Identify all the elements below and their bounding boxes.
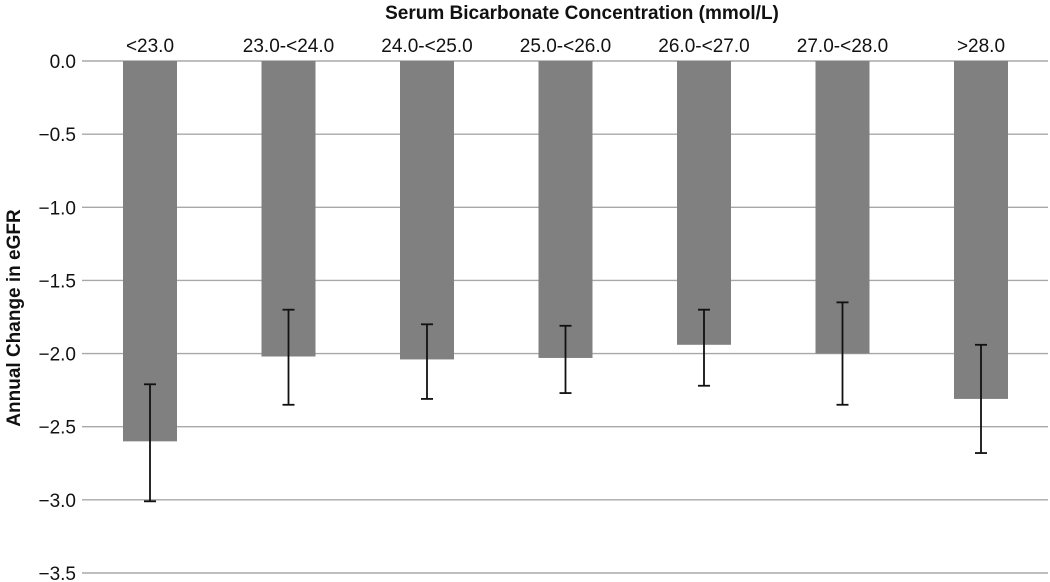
bar bbox=[677, 61, 731, 345]
bars bbox=[123, 61, 1008, 442]
chart-title: Serum Bicarbonate Concentration (mmol/L) bbox=[385, 3, 779, 24]
y-tick-label: 0.0 bbox=[50, 52, 76, 73]
bar bbox=[954, 61, 1008, 399]
error-bars bbox=[144, 301, 987, 503]
category-label: 23.0-<24.0 bbox=[243, 36, 334, 57]
y-tick-labels: 0.0 −0.5 −1.0 −1.5 −2.0 −2.5 −3.0 −3.5 bbox=[38, 52, 76, 582]
category-label: >28.0 bbox=[957, 36, 1005, 57]
bar bbox=[538, 61, 593, 358]
y-tick-label: −2.5 bbox=[38, 418, 76, 439]
y-axis-label: Annual Change in eGFR bbox=[4, 209, 25, 427]
y-tick-label: −3.5 bbox=[38, 564, 76, 582]
bar bbox=[123, 61, 177, 442]
y-tick-label: −2.0 bbox=[38, 345, 76, 366]
category-label: 24.0-<25.0 bbox=[381, 36, 472, 57]
y-tick-label: −0.5 bbox=[38, 125, 76, 146]
bar bbox=[261, 61, 316, 357]
y-tick-label: −1.0 bbox=[38, 198, 76, 219]
category-labels: <23.0 23.0-<24.0 24.0-<25.0 25.0-<26.0 26.0-… bbox=[126, 36, 1005, 57]
category-label: <23.0 bbox=[126, 36, 174, 57]
category-label: 26.0-<27.0 bbox=[658, 36, 749, 57]
y-tick-label: −1.5 bbox=[38, 271, 76, 292]
y-tick-label: −3.0 bbox=[38, 491, 76, 512]
category-label: 27.0-<28.0 bbox=[797, 36, 888, 57]
bar bbox=[400, 61, 454, 360]
category-label: 25.0-<26.0 bbox=[520, 36, 611, 57]
